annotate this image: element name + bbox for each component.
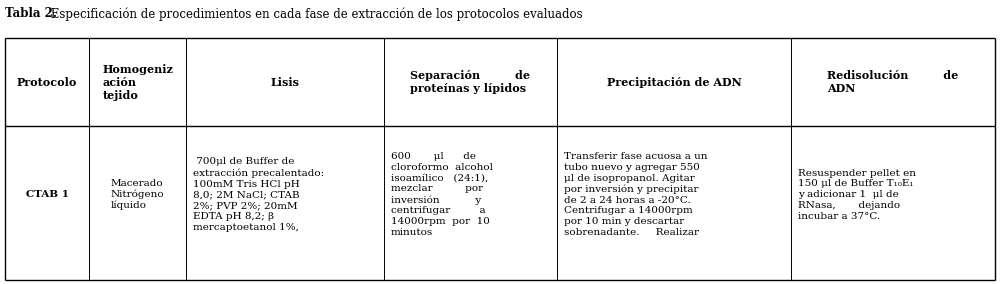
Text: Lisis: Lisis [270, 77, 299, 88]
Text: Protocolo: Protocolo [17, 77, 77, 88]
Text: Separación         de
proteínas y lípidos: Separación de proteínas y lípidos [410, 70, 530, 94]
Text: Homogeniz
ación
tejido: Homogeniz ación tejido [102, 64, 173, 101]
Text: Transferir fase acuosa a un
tubo nuevo y agregar 550
μl de isopropanol. Agitar
p: Transferir fase acuosa a un tubo nuevo y… [564, 152, 707, 237]
Text: CTAB 1: CTAB 1 [26, 190, 69, 199]
Text: Resuspender pellet en
150 μl de Buffer T₁₀E₁
y adicionar 1  μl de
RNasa,       d: Resuspender pellet en 150 μl de Buffer T… [798, 168, 916, 221]
Text: Precipitación de ADN: Precipitación de ADN [607, 77, 741, 88]
Text: Redisolución         de
ADN: Redisolución de ADN [827, 70, 959, 94]
Text: Tabla 2.: Tabla 2. [5, 7, 57, 20]
Text: 700μl de Buffer de
extracción precalentado:
100mM Tris HCl pH
8,0; 2M NaCl; CTAB: 700μl de Buffer de extracción precalenta… [193, 157, 324, 232]
Text: 600       μl      de
cloroformo  alcohol
isoamílico   (24:1),
mezclar          p: 600 μl de cloroformo alcohol isoamílico … [391, 152, 493, 237]
Text: Macerado
Nitrógeno
líquido: Macerado Nitrógeno líquido [111, 179, 165, 210]
Text: Especificación de procedimientos en cada fase de extracción de los protocolos ev: Especificación de procedimientos en cada… [47, 7, 582, 21]
